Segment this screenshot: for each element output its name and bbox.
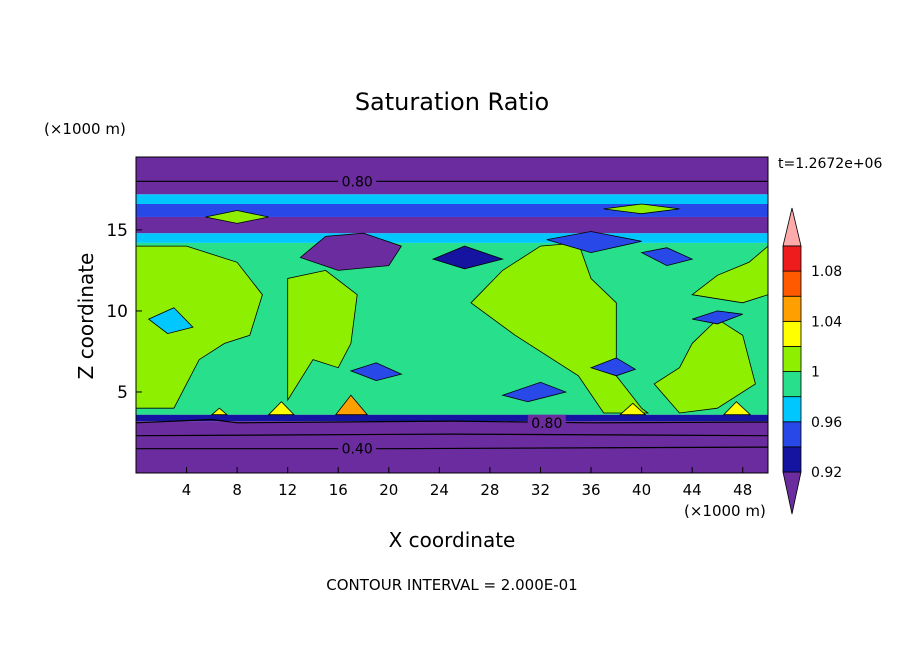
contour-region-16 [334, 394, 369, 416]
x-unit-label: (×1000 m) [684, 502, 766, 520]
contour-region-14 [349, 362, 403, 382]
contour-line-1 [136, 418, 768, 424]
contour-label-bg-2 [338, 440, 377, 456]
colorbar-segment-7 [782, 270, 802, 297]
time-label: t=1.2672e+06 [778, 156, 883, 172]
contour-region-12 [501, 381, 568, 403]
colorbar-label-3: 1.04 [811, 314, 842, 330]
colorbar-label-4: 1.08 [811, 264, 842, 280]
x-tick-label-1: 8 [232, 481, 242, 499]
colorbar-segment-2 [782, 396, 802, 423]
colorbar-segment-3 [782, 371, 802, 398]
contour-region-17 [267, 401, 295, 416]
contour-label-layer: 0.80 0.80 0.40 [338, 173, 566, 458]
x-tick-label-4: 20 [379, 481, 398, 499]
y-tick-label-0: 5 [117, 383, 128, 403]
colorbar-segment-6 [782, 295, 802, 322]
contour-region-6 [603, 203, 680, 215]
contour-region-11 [692, 310, 743, 325]
colorbar-label-1: 0.96 [811, 415, 842, 431]
contour-region-18 [619, 402, 647, 416]
x-tick-label-9: 40 [632, 481, 651, 499]
colorbar-under-triangle [782, 471, 802, 515]
contour-band-6 [136, 194, 768, 204]
x-tick-label-5: 24 [430, 481, 449, 499]
x-tick-label-6: 28 [480, 481, 499, 499]
plot-frame [135, 156, 769, 474]
contour-fill-layer [136, 157, 768, 473]
x-tick-label-10: 44 [683, 481, 702, 499]
colorbar-segment-5 [782, 320, 802, 347]
contour-line-2 [136, 446, 768, 450]
colorbar-segment-0 [782, 446, 802, 473]
contour-region-0 [136, 245, 263, 409]
contour-region-15 [147, 307, 194, 335]
contour-band-1 [136, 414, 768, 422]
colorbar-segment-8 [782, 245, 802, 272]
y-unit-label: (×1000 m) [44, 120, 126, 138]
contour-line-layer [136, 180, 768, 450]
contour-region-13 [589, 357, 637, 377]
contour-interval-note: CONTOUR INTERVAL = 2.000E-01 [326, 576, 578, 594]
colorbar-segment-1 [782, 421, 802, 448]
contour-region-19 [722, 401, 752, 416]
contour-region-3 [653, 318, 756, 414]
contour-band-4 [136, 216, 768, 234]
colorbar-over-triangle [782, 207, 802, 247]
contour-band-7 [136, 157, 768, 195]
x-tick-label-7: 32 [531, 481, 550, 499]
contour-region-4 [691, 245, 768, 304]
contour-region-10 [640, 247, 694, 267]
contour-label-bg-0 [338, 173, 377, 189]
y-tick-label-2: 15 [106, 221, 128, 241]
contour-band-3 [136, 233, 768, 243]
colorbar: 0.92 0.96 1 1.04 1.08 [782, 207, 842, 515]
x-tick-label-11: 48 [733, 481, 752, 499]
x-tick-label-2: 12 [278, 481, 297, 499]
contour-label-bg-1 [527, 414, 566, 430]
y-tick-label-1: 10 [106, 302, 128, 322]
contour-region-5 [205, 210, 269, 224]
x-tick-label-3: 16 [329, 481, 348, 499]
x-tick-label-0: 4 [182, 481, 192, 499]
colorbar-label-2: 1 [811, 365, 820, 381]
chart-title: Saturation Ratio [354, 88, 550, 116]
contour-region-7 [299, 232, 403, 271]
contour-region-20 [210, 407, 229, 416]
contour-label-1: 0.80 [531, 416, 562, 432]
x-axis-label: X coordinate [388, 528, 516, 552]
colorbar-label-0: 0.92 [811, 465, 842, 481]
contour-band-5 [136, 203, 768, 217]
colorbar-segment-4 [782, 346, 802, 372]
x-tick-label-8: 36 [581, 481, 600, 499]
contour-label-0: 0.80 [342, 174, 373, 190]
contour-region-8 [431, 245, 504, 270]
contour-region-1 [287, 269, 358, 402]
contour-label-2: 0.40 [342, 442, 373, 458]
contour-region-9 [546, 231, 642, 254]
contour-line-3 [136, 433, 768, 437]
